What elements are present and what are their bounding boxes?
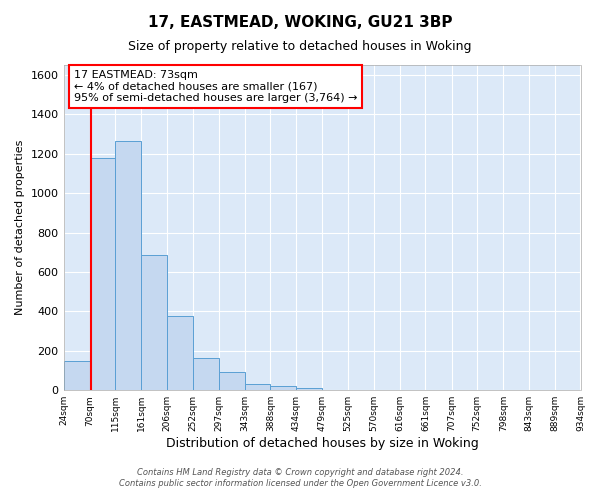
Bar	[142, 255, 167, 390]
Bar	[89, 158, 115, 390]
Bar	[167, 316, 193, 390]
Bar	[115, 141, 142, 390]
Bar	[296, 388, 322, 390]
Bar	[218, 372, 245, 390]
Text: Contains HM Land Registry data © Crown copyright and database right 2024.
Contai: Contains HM Land Registry data © Crown c…	[119, 468, 481, 487]
X-axis label: Distribution of detached houses by size in Woking: Distribution of detached houses by size …	[166, 437, 478, 450]
Y-axis label: Number of detached properties: Number of detached properties	[15, 140, 25, 316]
Text: 17, EASTMEAD, WOKING, GU21 3BP: 17, EASTMEAD, WOKING, GU21 3BP	[148, 15, 452, 30]
Bar	[271, 386, 296, 390]
Text: Size of property relative to detached houses in Woking: Size of property relative to detached ho…	[128, 40, 472, 53]
Text: 17 EASTMEAD: 73sqm
← 4% of detached houses are smaller (167)
95% of semi-detache: 17 EASTMEAD: 73sqm ← 4% of detached hous…	[74, 70, 358, 103]
Bar	[245, 384, 271, 390]
Bar	[64, 360, 89, 390]
Bar	[193, 358, 218, 390]
